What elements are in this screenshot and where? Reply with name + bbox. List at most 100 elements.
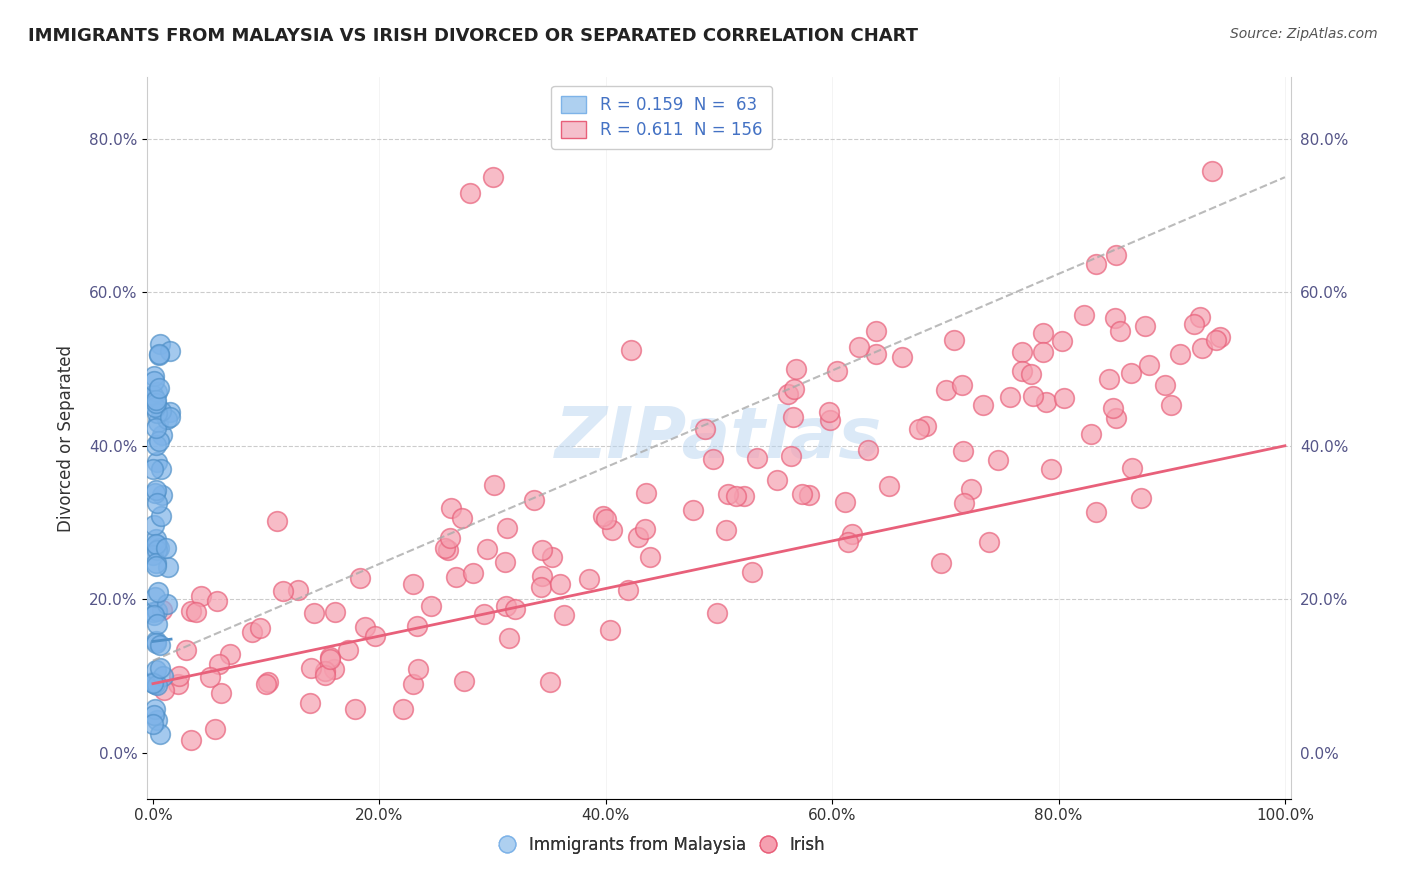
- Point: [439, 532, 461, 546]
- Point: [167, 676, 190, 690]
- Point: [143, 517, 166, 532]
- Point: [495, 521, 517, 535]
- Point: [204, 722, 226, 736]
- Point: [733, 489, 755, 503]
- Point: [848, 340, 870, 354]
- Point: [1040, 461, 1063, 475]
- Point: [145, 663, 167, 677]
- Point: [494, 556, 516, 570]
- Point: [523, 492, 546, 507]
- Point: [714, 523, 737, 537]
- Point: [142, 548, 165, 562]
- Point: [145, 559, 167, 574]
- Point: [354, 620, 377, 634]
- Point: [1073, 308, 1095, 322]
- Point: [208, 657, 231, 671]
- Point: [530, 580, 553, 594]
- Point: [498, 631, 520, 645]
- Point: [616, 583, 638, 598]
- Point: [149, 639, 172, 653]
- Point: [741, 565, 763, 579]
- Point: [148, 541, 170, 556]
- Point: [1139, 358, 1161, 372]
- Point: [766, 473, 789, 487]
- Point: [146, 584, 169, 599]
- Point: [143, 677, 166, 691]
- Point: [782, 410, 804, 425]
- Point: [1084, 506, 1107, 520]
- Point: [837, 534, 859, 549]
- Point: [145, 714, 167, 728]
- Point: [745, 450, 768, 465]
- Point: [322, 662, 344, 676]
- Y-axis label: Divorced or Separated: Divorced or Separated: [58, 344, 75, 532]
- Point: [505, 601, 527, 615]
- Text: ZIPatlas: ZIPatlas: [555, 403, 883, 473]
- Point: [952, 444, 974, 458]
- Point: [841, 527, 863, 541]
- Point: [149, 337, 172, 351]
- Point: [953, 496, 976, 510]
- Point: [392, 702, 415, 716]
- Point: [209, 686, 232, 700]
- Legend: Immigrants from Malaysia, Irish: Immigrants from Malaysia, Irish: [491, 828, 834, 863]
- Point: [240, 624, 263, 639]
- Point: [337, 643, 360, 657]
- Point: [149, 404, 172, 418]
- Point: [420, 599, 443, 614]
- Point: [150, 427, 173, 442]
- Point: [987, 452, 1010, 467]
- Point: [437, 542, 460, 557]
- Point: [159, 344, 181, 359]
- Point: [249, 622, 271, 636]
- Point: [143, 707, 166, 722]
- Point: [174, 642, 197, 657]
- Point: [790, 487, 813, 501]
- Point: [402, 676, 425, 690]
- Point: [472, 607, 495, 622]
- Point: [146, 617, 169, 632]
- Point: [1105, 410, 1128, 425]
- Point: [146, 415, 169, 429]
- Point: [553, 607, 575, 622]
- Point: [142, 676, 165, 690]
- Point: [1053, 391, 1076, 405]
- Point: [1021, 367, 1043, 381]
- Point: [142, 462, 165, 476]
- Point: [693, 422, 716, 436]
- Point: [287, 583, 309, 598]
- Point: [157, 560, 180, 574]
- Point: [702, 451, 724, 466]
- Point: [190, 589, 212, 603]
- Point: [600, 523, 623, 537]
- Point: [780, 450, 803, 464]
- Point: [1109, 324, 1132, 338]
- Point: [950, 378, 973, 392]
- Point: [834, 495, 856, 509]
- Point: [530, 569, 553, 583]
- Point: [538, 675, 561, 690]
- Point: [785, 361, 807, 376]
- Point: [960, 482, 983, 496]
- Point: [1201, 163, 1223, 178]
- Point: [402, 576, 425, 591]
- Text: Source: ZipAtlas.com: Source: ZipAtlas.com: [1230, 27, 1378, 41]
- Point: [146, 678, 169, 692]
- Point: [1032, 326, 1054, 340]
- Point: [725, 489, 748, 503]
- Point: [548, 576, 571, 591]
- Point: [1011, 364, 1033, 378]
- Point: [1129, 491, 1152, 505]
- Point: [482, 478, 505, 492]
- Point: [271, 583, 294, 598]
- Point: [636, 486, 658, 500]
- Point: [935, 384, 957, 398]
- Point: [540, 549, 562, 564]
- Point: [818, 405, 841, 419]
- Point: [405, 619, 427, 633]
- Point: [205, 593, 228, 607]
- Point: [145, 536, 167, 550]
- Point: [451, 511, 474, 525]
- Point: [314, 664, 336, 678]
- Point: [1084, 257, 1107, 271]
